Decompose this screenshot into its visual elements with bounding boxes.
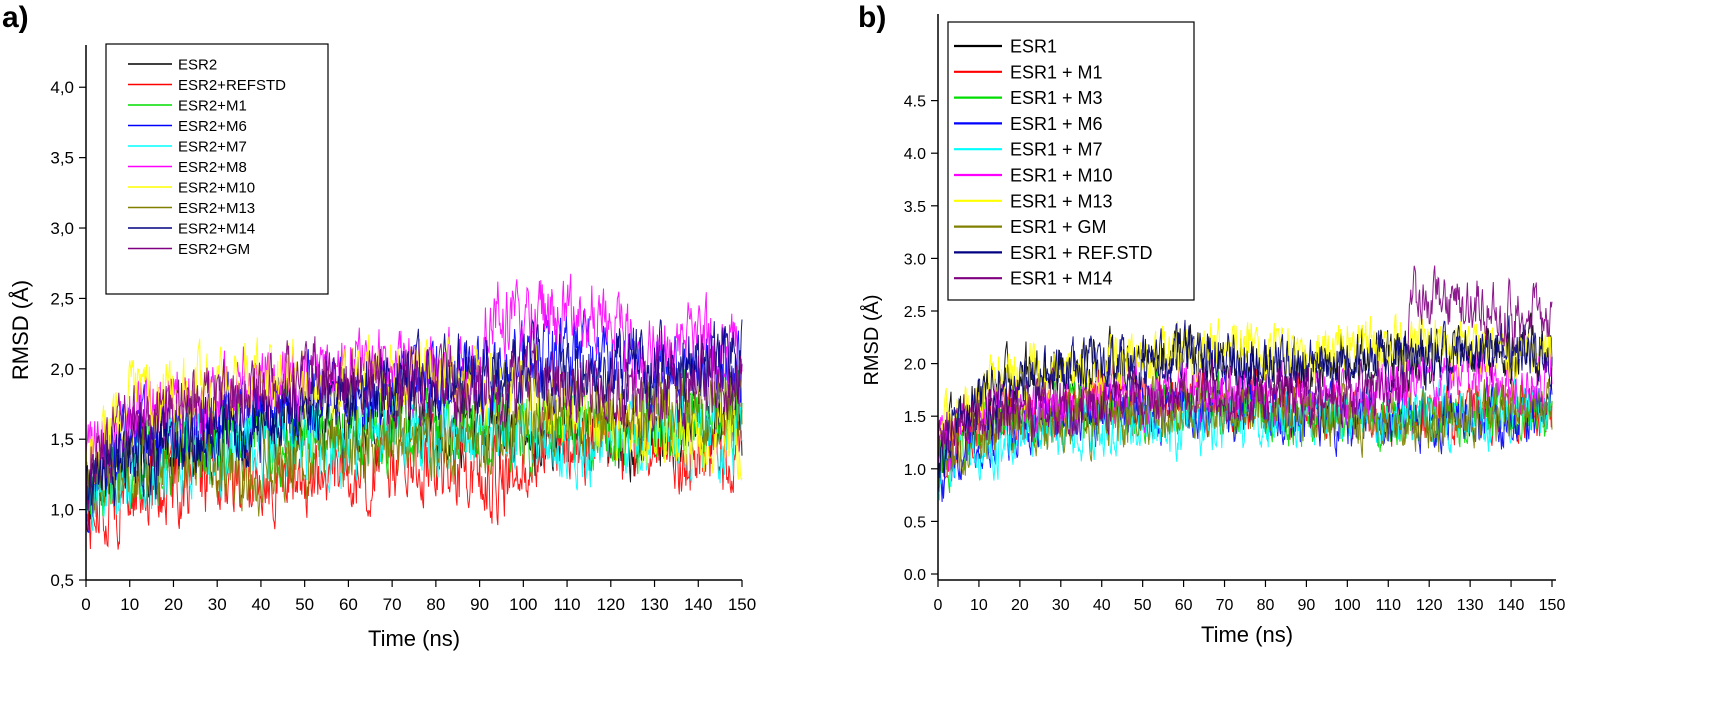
x-tick-label: 0 <box>934 597 943 614</box>
legend-label: ESR1 + M3 <box>1010 88 1103 108</box>
legend-label: ESR2+M10 <box>178 179 255 196</box>
y-tick-label: 2.5 <box>904 304 926 321</box>
y-tick-label: 3.0 <box>904 251 926 268</box>
x-tick-label: 150 <box>1539 597 1566 614</box>
x-tick-label: 50 <box>295 595 314 614</box>
legend-label: ESR2+M8 <box>178 159 247 176</box>
legend-label: ESR1 <box>1010 36 1057 56</box>
y-tick-label: 1,0 <box>50 501 74 520</box>
y-tick-label: 1.0 <box>904 462 926 479</box>
panel-b-label: b) <box>858 1 886 34</box>
legend-label: ESR2+M13 <box>178 200 255 217</box>
y-tick-label: 3.5 <box>904 199 926 216</box>
x-tick-label: 120 <box>1416 597 1443 614</box>
legend-label: ESR2+GM <box>178 241 250 258</box>
panel-a-x-axis-label: Time (ns) <box>368 626 460 651</box>
legend-label: ESR1 + M7 <box>1010 140 1103 160</box>
x-tick-label: 120 <box>597 595 625 614</box>
legend-label: ESR1 + GM <box>1010 217 1107 237</box>
panel-b-y-axis-label: RMSD (Å) <box>860 294 883 385</box>
legend-label: ESR1 + REF.STD <box>1010 243 1153 263</box>
x-tick-label: 150 <box>728 595 756 614</box>
y-tick-label: 0.5 <box>904 514 926 531</box>
panel-a-label: a) <box>2 1 29 34</box>
legend-label: ESR2+M14 <box>178 220 255 237</box>
x-tick-label: 60 <box>339 595 358 614</box>
y-tick-label: 2.0 <box>904 357 926 374</box>
y-tick-label: 0,5 <box>50 571 74 590</box>
legend-label: ESR1 + M14 <box>1010 269 1113 289</box>
x-tick-label: 0 <box>81 595 90 614</box>
x-tick-label: 40 <box>1093 597 1111 614</box>
y-tick-label: 2,0 <box>50 360 74 379</box>
panel-b-x-ticks: 0 10 20 30 40 50 60 70 80 90 100 110 120 130 140 150 <box>934 580 1566 614</box>
panel-b-x-axis-label: Time (ns) <box>1201 622 1293 647</box>
y-tick-label: 4.5 <box>904 94 926 111</box>
panel-a-legend: ESR2 ESR2+REFSTD ESR2+M1 ESR2+M6 ESR2+M7 ESR2… <box>128 56 286 258</box>
legend-label: ESR2+M1 <box>178 97 247 114</box>
series-line-esr1-ref-std <box>937 315 1553 479</box>
legend-label: ESR2 <box>178 56 217 73</box>
x-tick-label: 80 <box>426 595 445 614</box>
panel-b-plot-area <box>937 265 1553 503</box>
x-tick-label: 130 <box>640 595 668 614</box>
legend-label: ESR2+M7 <box>178 138 247 155</box>
x-tick-label: 30 <box>208 595 227 614</box>
x-tick-label: 70 <box>1216 597 1234 614</box>
x-tick-label: 10 <box>120 595 139 614</box>
panel-b-legend-box <box>947 21 1195 301</box>
x-tick-label: 60 <box>1175 597 1193 614</box>
panel-a: a) 0 10 20 30 40 50 60 70 80 90 100 110 120 130 140 150… <box>2 1 756 651</box>
y-tick-label: 3,5 <box>50 149 74 168</box>
y-tick-label: 0.0 <box>904 567 926 584</box>
panel-b-y-ticks: 0.0 0.5 1.0 1.5 2.0 2.5 3.0 3.5 4.0 4.5 <box>904 94 938 584</box>
y-tick-label: 1.5 <box>904 409 926 426</box>
legend-label: ESR1 + M13 <box>1010 191 1113 211</box>
y-tick-label: 4.0 <box>904 146 926 163</box>
legend-label: ESR2+M6 <box>178 118 247 135</box>
x-tick-label: 20 <box>1011 597 1029 614</box>
x-tick-label: 130 <box>1457 597 1484 614</box>
x-tick-label: 100 <box>1334 597 1361 614</box>
series-line-esr1-gm <box>937 375 1553 488</box>
y-tick-label: 1,5 <box>50 430 74 449</box>
x-tick-label: 70 <box>383 595 402 614</box>
legend-label: ESR2+REFSTD <box>178 77 286 94</box>
legend-label: ESR1 + M10 <box>1010 165 1113 185</box>
y-tick-label: 3,0 <box>50 219 74 238</box>
series-line-esr1-m14 <box>937 265 1553 454</box>
x-tick-label: 100 <box>509 595 537 614</box>
y-tick-label: 4,0 <box>50 78 74 97</box>
x-tick-label: 80 <box>1257 597 1275 614</box>
x-tick-label: 40 <box>251 595 270 614</box>
x-tick-label: 140 <box>1498 597 1525 614</box>
x-tick-label: 110 <box>554 595 581 614</box>
x-tick-label: 20 <box>164 595 183 614</box>
x-tick-label: 140 <box>684 595 712 614</box>
x-tick-label: 10 <box>970 597 988 614</box>
panel-a-y-axis-label: RMSD (Å) <box>8 280 33 380</box>
x-tick-label: 90 <box>1298 597 1316 614</box>
x-tick-label: 30 <box>1052 597 1070 614</box>
y-tick-label: 2,5 <box>50 289 74 308</box>
panel-b: b) 0 10 20 30 40 50 60 70 80 90 100 110 120 130 140 150… <box>858 1 1565 647</box>
panel-a-plot-area <box>85 273 743 550</box>
panel-a-y-ticks: 0,5 1,0 1,5 2,0 2,5 3,0 3,5 4,0 <box>50 78 86 590</box>
x-tick-label: 50 <box>1134 597 1152 614</box>
panel-a-x-ticks: 0 10 20 30 40 50 60 70 80 90 100 110 120 130 140 150 <box>81 580 756 614</box>
x-tick-label: 110 <box>1376 597 1402 614</box>
legend-label: ESR1 + M6 <box>1010 114 1103 134</box>
series-line-esr1-m7 <box>937 377 1553 501</box>
legend-label: ESR1 + M1 <box>1010 62 1103 82</box>
panel-a-legend-box <box>105 43 329 295</box>
panel-b-legend: ESR1 ESR1 + M1 ESR1 + M3 ESR1 + M6 ESR1 + M7… <box>954 36 1153 289</box>
x-tick-label: 90 <box>470 595 489 614</box>
series-line-esr2-gm <box>85 334 743 512</box>
